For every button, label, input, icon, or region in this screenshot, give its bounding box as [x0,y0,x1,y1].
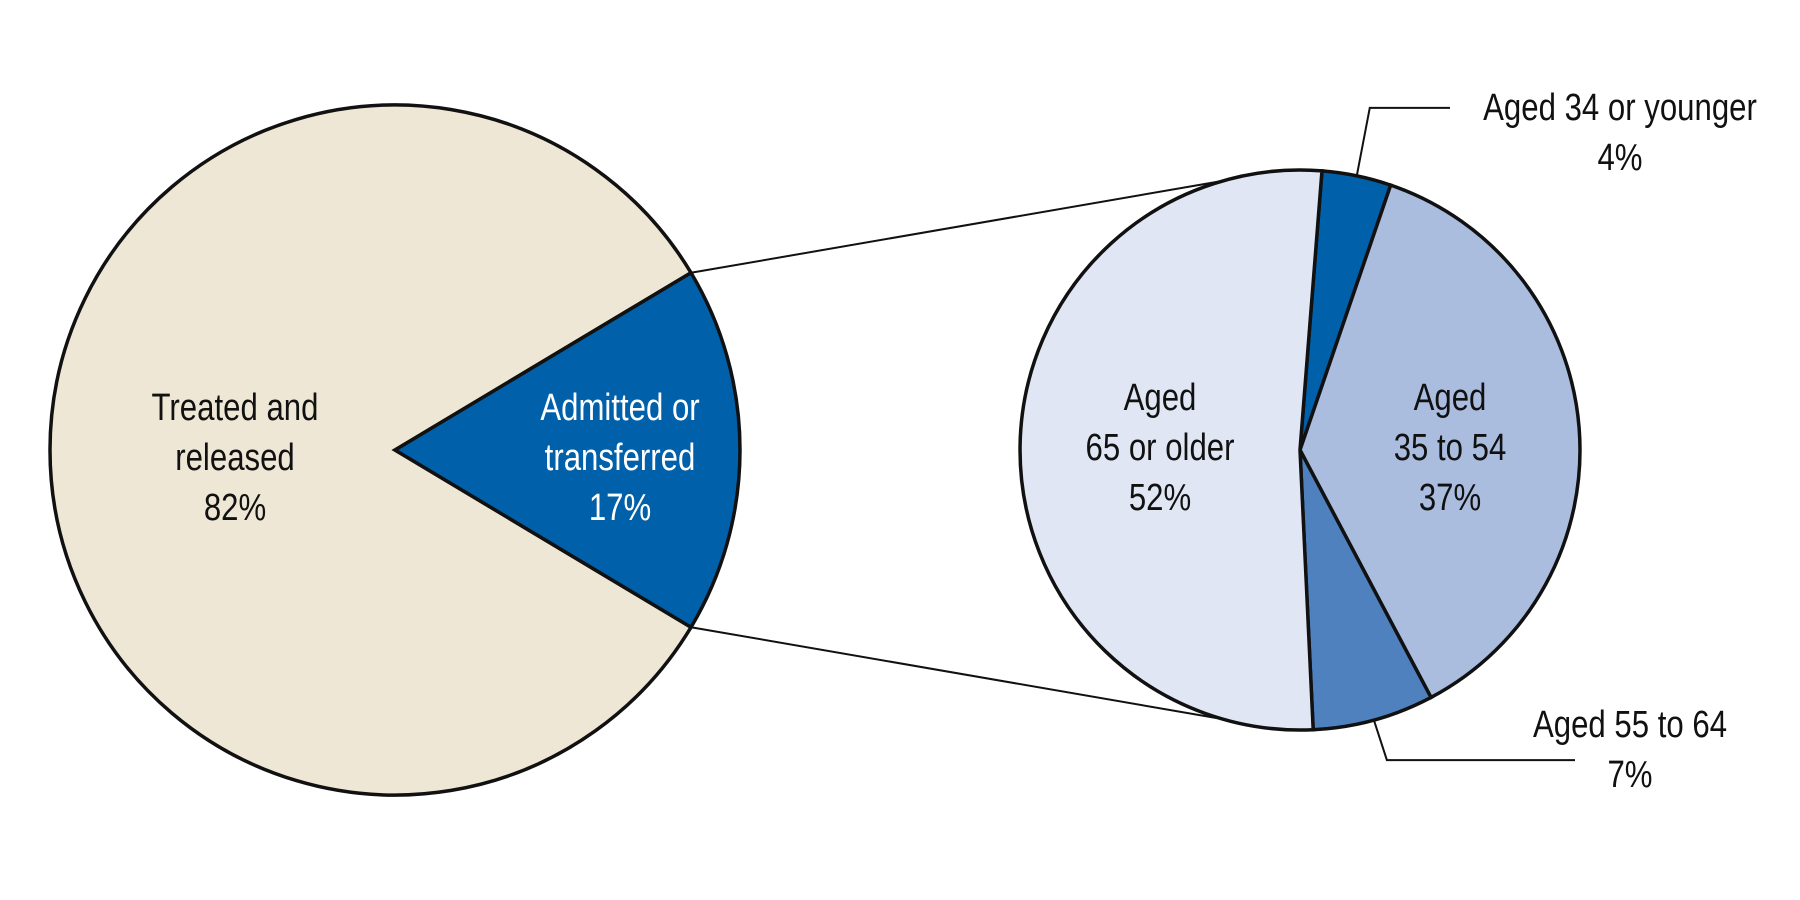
connector-line-bottom [690,626,1223,721]
connector-line-top [690,179,1223,274]
slice-label-treated: Treated and released 82% [151,387,319,529]
pie-slice-aged-35-to-54 [1298,182,1582,700]
slice-label-aged-65-or-older: Aged 65 or older 52% [1085,377,1235,519]
slice-label-aged-35-to-54: Aged 35 to 54 37% [1393,377,1507,519]
leader-line-aged-55-to-64 [1372,719,1575,762]
pie-slice-treated-and-released [48,103,694,797]
pie-slice-admitted-or-transferred [391,270,742,630]
slice-label-aged-55-to-64: Aged 55 to 64 7% [1532,704,1728,796]
pie-slice-aged-65-or-older [1018,168,1324,732]
slice-label-aged-34-or-younger: Aged 34 or younger 4% [1483,87,1757,179]
slice-label-admitted: Admitted or transferred 17% [540,387,700,529]
pie-slice-aged-55-to-64 [1298,449,1434,732]
leader-line-aged-34-or-younger [1355,106,1450,177]
